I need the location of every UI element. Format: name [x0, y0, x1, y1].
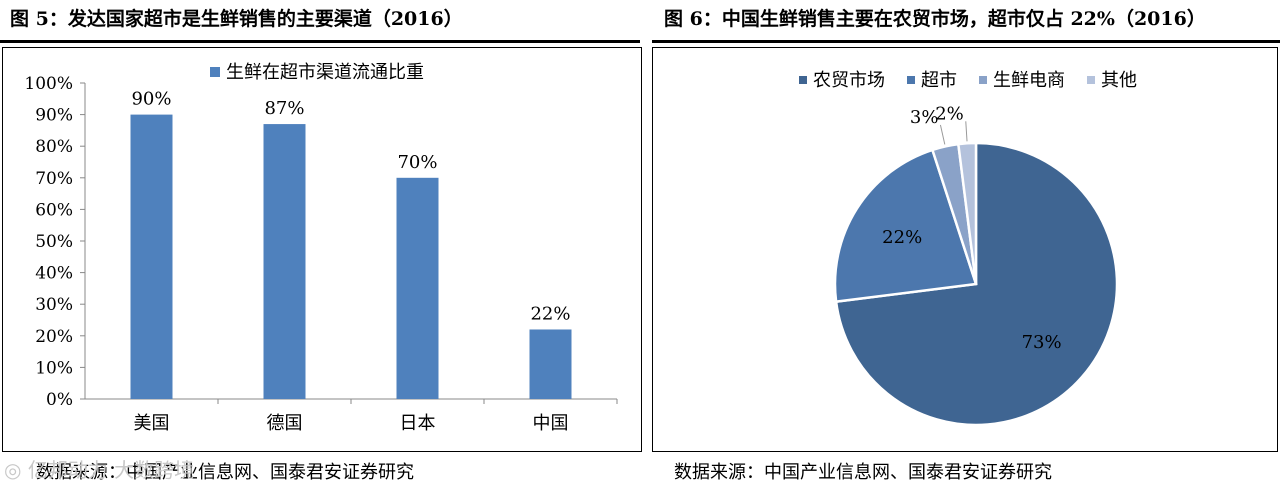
legend-swatch	[210, 67, 220, 77]
slice-label: 2%	[935, 103, 964, 124]
y-tick-label: 20%	[35, 327, 73, 347]
leader-line	[965, 121, 968, 142]
y-tick-label: 10%	[35, 358, 73, 378]
y-tick-label: 50%	[35, 232, 73, 252]
y-tick-label: 80%	[35, 137, 73, 157]
y-tick-label: 0%	[46, 390, 73, 410]
y-tick-label: 90%	[35, 106, 73, 126]
y-tick-label: 40%	[35, 264, 73, 284]
x-tick-label: 中国	[533, 413, 569, 434]
x-tick-label: 美国	[134, 413, 170, 434]
data-label: 22%	[530, 303, 570, 324]
data-label: 90%	[131, 89, 171, 110]
left-figure-title: 图 5：发达国家超市是生鲜销售的主要渠道（2016）	[10, 8, 463, 30]
x-tick-label: 日本	[400, 413, 436, 434]
legend-label: 生鲜在超市渠道流通比重	[226, 62, 424, 83]
bar-chart: 0% 10% 20% 30% 40% 50% 60% 70% 80% 90% 100% 90% 美国 87…	[24, 62, 618, 434]
left-source-note: 数据来源：中国产业信息网、国泰君安证券研究	[36, 462, 414, 483]
bar	[529, 329, 572, 399]
y-tick-label: 100%	[24, 74, 73, 94]
pie-slice	[956, 141, 978, 285]
legend-swatch	[1087, 76, 1095, 84]
legend-swatch	[907, 76, 915, 84]
right-source-note: 数据来源：中国产业信息网、国泰君安证券研究	[674, 462, 1052, 483]
bar-chart-panel: 0% 10% 20% 30% 40% 50% 60% 70% 80% 90% 100% 90% 美国 87…	[2, 47, 642, 452]
x-tick-label: 德国	[267, 413, 303, 434]
watermark-text: 亿邦动力 大数跨境	[27, 458, 195, 482]
slice-label: 22%	[882, 227, 922, 248]
data-label: 87%	[264, 98, 304, 119]
bar	[396, 177, 439, 399]
legend-label: 超市	[921, 70, 957, 91]
legend-label: 农贸市场	[813, 70, 885, 91]
leader-line	[939, 124, 946, 145]
y-tick-label: 70%	[35, 169, 73, 189]
right-figure-title: 图 6：中国生鲜销售主要在农贸市场，超市仅占 22%（2016）	[664, 8, 1206, 30]
bar	[130, 114, 173, 399]
slice-label: 73%	[1022, 332, 1062, 353]
bar	[263, 124, 306, 399]
left-title-rule	[0, 40, 640, 43]
slice-label: 3%	[910, 107, 939, 128]
right-title-rule	[652, 40, 1280, 43]
data-label: 70%	[397, 152, 437, 173]
watermark-logo: ◎ 亿邦动力 大数跨境	[4, 458, 195, 482]
legend-label: 其他	[1101, 70, 1137, 91]
y-tick-label: 30%	[35, 295, 73, 315]
legend-swatch	[979, 76, 987, 84]
pie-chart: 农贸市场 超市 生鲜电商 其他 73% 22% 3%2%	[799, 70, 1137, 427]
legend-label: 生鲜电商	[993, 70, 1065, 91]
pie-slice	[833, 148, 978, 304]
legend-swatch	[799, 76, 807, 84]
pie-chart-panel: 农贸市场 超市 生鲜电商 其他 73% 22% 3% 2%	[652, 47, 1278, 452]
y-tick-label: 60%	[35, 200, 73, 220]
